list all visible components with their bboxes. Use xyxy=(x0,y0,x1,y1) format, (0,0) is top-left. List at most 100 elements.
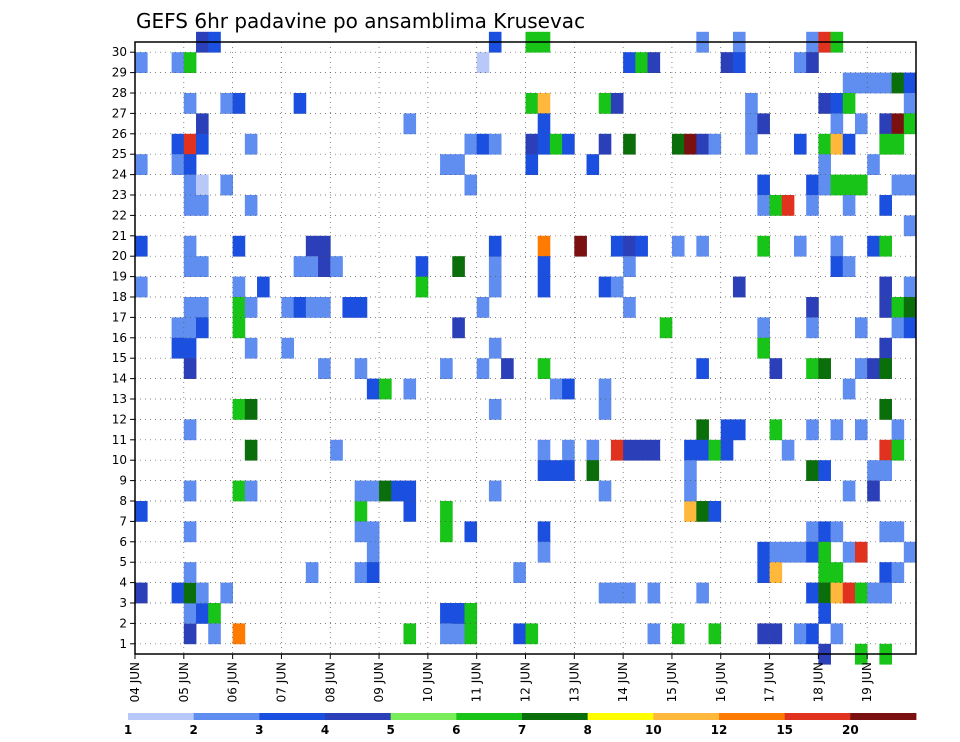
heatmap-cell xyxy=(476,358,490,379)
heatmap-cell xyxy=(488,399,502,420)
heatmap-cell xyxy=(623,582,636,604)
heatmap-cell xyxy=(830,582,844,604)
heatmap-cell xyxy=(525,93,539,114)
y-tick-label: 12 xyxy=(112,412,127,426)
heatmap-cell xyxy=(379,378,392,400)
legend-swatch xyxy=(587,713,654,720)
heatmap-cell xyxy=(537,521,551,543)
heatmap-cell xyxy=(293,256,307,277)
x-tick-label: 18 JUN xyxy=(811,662,825,702)
heatmap-cell xyxy=(403,501,417,522)
heatmap-cell xyxy=(379,480,392,502)
legend-swatch xyxy=(653,713,720,720)
heatmap-cell xyxy=(464,521,478,543)
heatmap-cell xyxy=(537,235,551,257)
y-tick-label: 26 xyxy=(112,127,127,141)
heatmap-cell xyxy=(135,235,148,257)
heatmap-cell xyxy=(537,133,551,155)
heatmap-cell xyxy=(415,256,429,277)
heatmap-cell xyxy=(891,174,905,196)
heatmap-cell xyxy=(196,603,209,624)
heatmap-cell xyxy=(903,541,917,563)
heatmap-cell xyxy=(745,93,758,114)
heatmap-cell xyxy=(879,521,892,543)
heatmap-cell xyxy=(196,582,209,604)
heatmap-cell xyxy=(549,378,563,400)
y-tick-label: 20 xyxy=(112,249,127,263)
heatmap-cell xyxy=(196,317,209,339)
heatmap-cell xyxy=(757,541,770,563)
heatmap-cell xyxy=(183,297,197,318)
heatmap-cell xyxy=(196,133,209,155)
heatmap-cell xyxy=(623,52,636,73)
heatmap-cell xyxy=(440,358,453,379)
legend-swatch xyxy=(128,713,195,720)
heatmap-cell xyxy=(330,439,343,461)
heatmap-cell xyxy=(318,358,331,379)
heatmap-cell xyxy=(806,195,819,216)
heatmap-cell xyxy=(891,317,905,339)
heatmap-cell xyxy=(586,439,600,461)
heatmap-cell xyxy=(183,256,197,277)
heatmap-cell xyxy=(842,378,856,400)
heatmap-cell xyxy=(635,439,648,461)
heatmap-cell xyxy=(757,562,770,583)
heatmap-cell xyxy=(793,235,807,257)
x-tick-label: 08 JUN xyxy=(323,662,337,702)
legend-label: 7 xyxy=(518,723,526,737)
heatmap-cell xyxy=(440,623,453,645)
heatmap-cell xyxy=(232,317,246,339)
legend-label: 12 xyxy=(711,723,728,737)
y-tick-label: 18 xyxy=(112,290,127,304)
heatmap-cell xyxy=(610,276,624,298)
x-tick-label: 12 JUN xyxy=(519,662,533,702)
heatmap-cell xyxy=(879,276,892,298)
heatmap-cell xyxy=(244,399,258,420)
legend-label: 5 xyxy=(386,723,394,737)
heatmap-cell xyxy=(732,276,746,298)
x-tick-label: 07 JUN xyxy=(274,662,288,702)
y-tick-label: 14 xyxy=(112,372,127,386)
heatmap-cell xyxy=(781,195,795,216)
y-tick-label: 10 xyxy=(112,453,127,467)
y-tick-label: 4 xyxy=(119,576,127,590)
heatmap-cell xyxy=(830,256,844,277)
heatmap-cell xyxy=(257,276,270,298)
heatmap-cell xyxy=(196,297,209,318)
heatmap-cell xyxy=(403,480,417,502)
heatmap-cell xyxy=(488,235,502,257)
heatmap-cell xyxy=(452,317,465,339)
heatmap-cell xyxy=(818,521,831,543)
heatmap-cell xyxy=(818,174,831,196)
y-tick-label: 27 xyxy=(112,106,127,120)
heatmap-cell xyxy=(806,623,819,645)
heatmap-cell xyxy=(415,276,429,298)
heatmap-cell xyxy=(659,317,673,339)
heatmap-cell xyxy=(830,133,844,155)
y-tick-label: 6 xyxy=(119,535,127,549)
legend-label: 1 xyxy=(124,723,132,737)
heatmap-cell xyxy=(391,480,404,502)
heatmap-cell xyxy=(647,52,661,73)
heatmap-cell xyxy=(696,133,709,155)
heatmap-cell xyxy=(684,501,697,522)
heatmap-cell xyxy=(757,337,770,359)
y-tick-label: 29 xyxy=(112,66,127,80)
heatmap-cell xyxy=(818,154,831,175)
heatmap-cell xyxy=(488,337,502,359)
y-tick-label: 21 xyxy=(112,229,127,243)
heatmap-cell xyxy=(854,541,868,563)
heatmap-cell xyxy=(171,133,185,155)
heatmap-cell xyxy=(562,133,575,155)
heatmap-cell xyxy=(842,256,856,277)
y-tick-label: 15 xyxy=(112,351,127,365)
heatmap-cell xyxy=(354,297,368,318)
heatmap-cell xyxy=(830,235,844,257)
heatmap-cell xyxy=(867,582,880,604)
heatmap-cell xyxy=(879,439,892,461)
heatmap-cell xyxy=(171,154,185,175)
heatmap-cell xyxy=(879,582,892,604)
heatmap-cell xyxy=(537,358,551,379)
legend-swatch xyxy=(325,713,392,720)
heatmap-cell xyxy=(196,113,209,135)
